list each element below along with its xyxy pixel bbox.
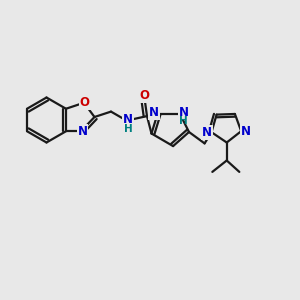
Text: O: O bbox=[80, 96, 90, 109]
Text: N: N bbox=[202, 126, 212, 139]
Text: H: H bbox=[124, 124, 133, 134]
Text: O: O bbox=[140, 89, 150, 102]
Text: N: N bbox=[149, 106, 159, 119]
Text: N: N bbox=[123, 113, 133, 126]
Text: N: N bbox=[178, 106, 189, 119]
Text: H: H bbox=[179, 116, 188, 126]
Text: N: N bbox=[77, 125, 88, 138]
Text: N: N bbox=[241, 125, 251, 138]
